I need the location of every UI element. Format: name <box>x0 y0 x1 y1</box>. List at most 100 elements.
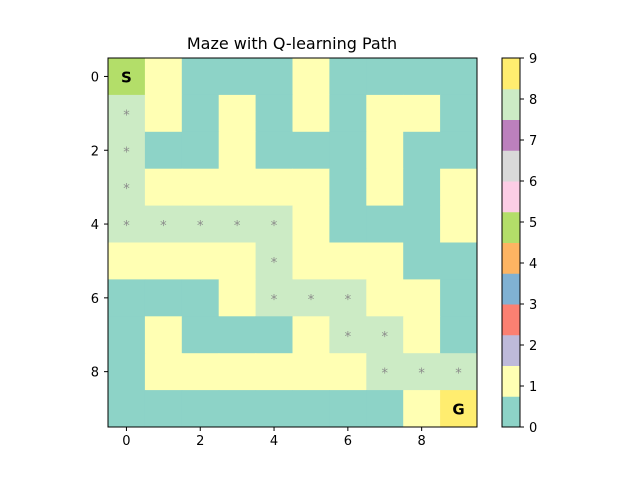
maze-cell-r1-c2 <box>181 94 220 133</box>
y-tick-label-4: 4 <box>91 218 99 233</box>
colorbar-segment-11 <box>502 58 520 90</box>
q-learning-path: * * * * * * * * * * * * * * * * * <box>123 108 462 381</box>
maze-cell-r2-c2 <box>181 131 220 170</box>
plot-frame <box>107 57 478 428</box>
maze-cell-r1-c5 <box>292 94 330 133</box>
maze-heatmap <box>108 58 478 428</box>
maze-cell-r0-c0 <box>108 58 146 96</box>
path-marker-0: * <box>123 108 130 123</box>
colorbar-segment-5 <box>502 242 520 274</box>
colorbar-segment-10 <box>502 88 520 120</box>
maze-cell-r9-c9 <box>440 390 478 428</box>
maze-cell-r7-c2 <box>181 316 220 354</box>
colorbar-tick-label-5: 5 <box>529 216 537 231</box>
colorbar-tick-label-2: 2 <box>529 339 537 354</box>
y-axis: 0 2 4 6 8 <box>91 70 108 381</box>
colorbar-segment-1 <box>502 365 520 397</box>
maze-cell-r8-c1 <box>144 353 183 391</box>
maze-cell-r6-c5 <box>292 279 330 317</box>
maze-cell-r1-c6 <box>329 94 367 133</box>
path-marker-12: * <box>345 330 352 345</box>
maze-cell-r5-c1 <box>144 242 183 280</box>
maze-cell-r4-c6 <box>329 205 367 243</box>
maze-cell-r2-c3 <box>218 131 257 170</box>
colorbar: 0 1 2 3 4 5 6 7 8 9 <box>501 52 537 436</box>
maze-cell-r0-c4 <box>255 58 293 96</box>
maze-cell-r0-c8 <box>403 58 441 96</box>
colorbar-segment-8 <box>502 150 520 182</box>
colorbar-segment-6 <box>502 211 520 243</box>
maze-cell-r0-c5 <box>292 58 330 96</box>
maze-cell-r7-c7 <box>366 316 404 354</box>
maze-cell-r8-c5 <box>292 353 330 391</box>
colorbar-tick-label-0: 0 <box>529 421 537 436</box>
colorbar-tick-label-1: 1 <box>529 380 537 395</box>
maze-cell-r3-c1 <box>144 168 183 207</box>
maze-cell-r4-c7 <box>366 205 404 243</box>
colorbar-tick-label-4: 4 <box>529 257 537 272</box>
maze-cell-r2-c6 <box>329 131 367 170</box>
maze-cell-r7-c4 <box>255 316 293 354</box>
maze-cell-r2-c7 <box>366 131 404 170</box>
maze-cell-r5-c2 <box>181 242 220 280</box>
maze-cell-r2-c0 <box>108 131 146 170</box>
maze-cell-r5-c6 <box>329 242 367 280</box>
maze-endpoints: SG <box>121 68 465 418</box>
maze-cell-r6-c9 <box>440 279 478 317</box>
path-marker-16: * <box>455 367 462 382</box>
x-tick-label-4: 4 <box>270 434 278 449</box>
maze-cell-r3-c9 <box>440 168 478 207</box>
maze-cell-r4-c0 <box>108 205 146 243</box>
maze-cell-r4-c1 <box>144 205 183 243</box>
maze-cell-r1-c8 <box>403 94 441 133</box>
maze-cell-r2-c4 <box>255 131 293 170</box>
maze-cell-r9-c7 <box>366 390 404 428</box>
maze-cell-r9-c4 <box>255 390 293 428</box>
maze-cell-r9-c6 <box>329 390 367 428</box>
maze-cell-r8-c4 <box>255 353 293 391</box>
maze-cell-r9-c8 <box>403 390 441 428</box>
maze-cell-r1-c4 <box>255 94 293 133</box>
maze-cell-r7-c3 <box>218 316 257 354</box>
colorbar-segment-0 <box>502 396 520 428</box>
maze-cell-r8-c8 <box>403 353 441 391</box>
maze-cell-r4-c4 <box>255 205 293 243</box>
maze-cell-r5-c3 <box>218 242 257 280</box>
colorbar-segment-7 <box>502 181 520 213</box>
maze-cell-r5-c0 <box>108 242 146 280</box>
maze-cell-r5-c9 <box>440 242 478 280</box>
maze-cell-r8-c7 <box>366 353 404 391</box>
maze-cell-r3-c7 <box>366 168 404 207</box>
maze-cell-r6-c2 <box>181 279 220 317</box>
x-tick-label-8: 8 <box>418 434 426 449</box>
path-marker-9: * <box>271 293 278 308</box>
path-marker-15: * <box>418 367 425 382</box>
y-tick-label-2: 2 <box>91 144 99 159</box>
path-marker-3: * <box>123 219 130 234</box>
maze-cell-r7-c6 <box>329 316 367 354</box>
path-marker-10: * <box>308 293 315 308</box>
chart-title: Maze with Q-learning Path <box>187 34 397 53</box>
maze-cell-r0-c6 <box>329 58 367 96</box>
maze-cell-r0-c7 <box>366 58 404 96</box>
path-marker-13: * <box>382 330 389 345</box>
maze-cell-r3-c5 <box>292 168 330 207</box>
path-marker-11: * <box>345 293 352 308</box>
maze-cell-r1-c1 <box>144 94 183 133</box>
maze-cell-r4-c8 <box>403 205 441 243</box>
y-tick-label-8: 8 <box>91 366 99 381</box>
path-marker-8: * <box>271 256 278 271</box>
path-marker-1: * <box>123 145 130 160</box>
start-label: S <box>121 68 132 86</box>
maze-cell-r3-c2 <box>181 168 220 207</box>
path-marker-5: * <box>197 219 204 234</box>
maze-cell-r0-c3 <box>218 58 257 96</box>
maze-cell-r6-c7 <box>366 279 404 317</box>
maze-cell-r5-c8 <box>403 242 441 280</box>
maze-cell-r3-c6 <box>329 168 367 207</box>
colorbar-segment-2 <box>502 334 520 366</box>
maze-cell-r0-c1 <box>144 58 183 96</box>
path-marker-6: * <box>234 219 241 234</box>
maze-cell-r3-c8 <box>403 168 441 207</box>
